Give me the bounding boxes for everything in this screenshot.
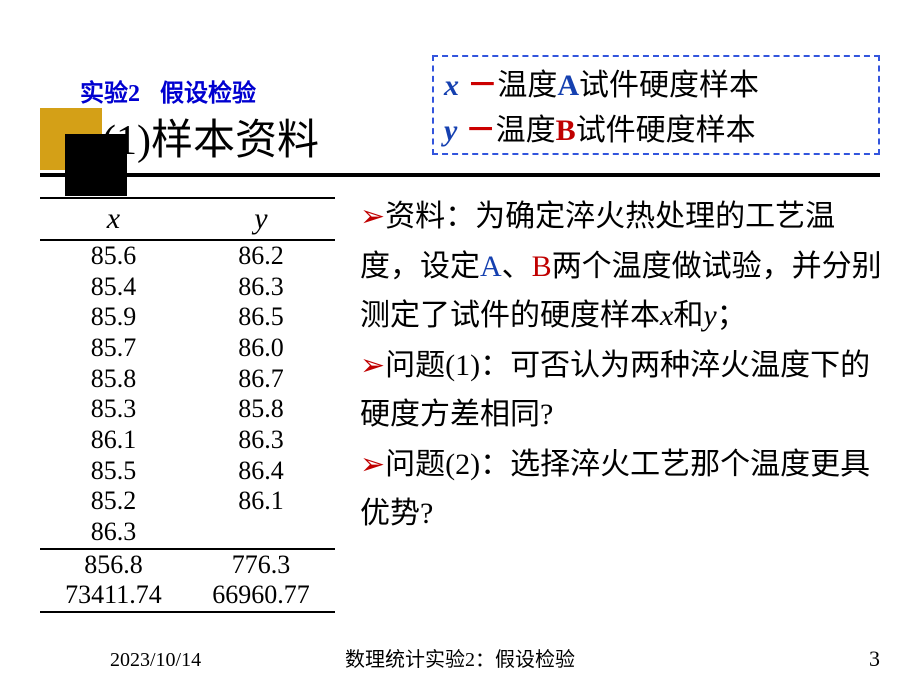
footer-center: 数理统计实验2：假设检验 (0, 643, 920, 672)
legend-y-pre: 温度 (496, 114, 556, 147)
header-num: 2 (128, 81, 140, 107)
table-body: 85.686.285.486.385.986.585.786.085.886.7… (40, 240, 335, 549)
body-yvar: y (703, 299, 716, 332)
body-sep: 、 (502, 250, 532, 283)
sumsq-x: 73411.74 (40, 580, 187, 612)
title-text: 样本资料 (151, 118, 319, 164)
slide-title: (1)样本资料 (102, 106, 319, 167)
table-row: 85.486.3 (40, 272, 335, 303)
table-cell: 86.2 (187, 240, 335, 272)
table-sumsq-row: 73411.74 66960.77 (40, 580, 335, 612)
table-cell (187, 517, 335, 549)
bullet-arrow-icon: ➢ (360, 200, 385, 233)
q1-qmark: ? (540, 398, 553, 431)
body-A: A (480, 250, 502, 283)
footer-num: 2 (465, 649, 475, 671)
table-cell: 85.7 (40, 333, 187, 364)
body-B: B (532, 250, 552, 283)
table-cell: 86.0 (187, 333, 335, 364)
legend-y-post: 试件硬度样本 (576, 114, 756, 147)
table-row: 85.286.1 (40, 486, 335, 517)
table-cell: 85.6 (40, 240, 187, 272)
footer-post: ：假设检验 (475, 649, 575, 671)
legend-x-var: x (444, 69, 459, 102)
table-cell: 85.8 (187, 394, 335, 425)
table-row: 86.3 (40, 517, 335, 549)
table-cell: 86.1 (187, 486, 335, 517)
table-row: 85.385.8 (40, 394, 335, 425)
table-row: 85.886.7 (40, 364, 335, 395)
header-post: 假设检验 (160, 80, 256, 107)
table-cell: 85.5 (40, 456, 187, 487)
table-cell: 86.7 (187, 364, 335, 395)
sum-y: 776.3 (187, 549, 335, 581)
table-header-row: x y (40, 198, 335, 240)
title-paren-open: ( (102, 118, 116, 164)
legend-B: B (556, 114, 576, 147)
q2-label: 问题(2)： (385, 448, 510, 481)
legend-dash: － (467, 69, 497, 102)
table-row: 85.986.5 (40, 302, 335, 333)
table-row: 85.686.2 (40, 240, 335, 272)
legend-dash: － (466, 114, 496, 147)
title-paren-close: ) (137, 118, 151, 164)
slide-header: 实验2 假设检验 (80, 73, 256, 108)
legend-x-pre: 温度 (497, 69, 557, 102)
legend-A: A (557, 69, 579, 102)
body-and: 和 (673, 299, 703, 332)
table-sum-row: 856.8 776.3 (40, 549, 335, 581)
body-semi: ； (717, 299, 747, 332)
table-row: 85.786.0 (40, 333, 335, 364)
table-cell: 86.1 (40, 425, 187, 456)
table-cell: 86.3 (187, 425, 335, 456)
table-cell: 85.4 (40, 272, 187, 303)
legend-line-x: x －温度A试件硬度样本 (444, 63, 868, 108)
header-pre: 实验 (80, 80, 128, 107)
bullet-arrow-icon: ➢ (360, 349, 385, 382)
legend-x-post: 试件硬度样本 (579, 69, 759, 102)
footer-page: 3 (869, 646, 880, 672)
table-cell: 85.8 (40, 364, 187, 395)
table-cell: 85.9 (40, 302, 187, 333)
title-underline (40, 173, 880, 177)
q2-qmark: ? (420, 497, 433, 530)
table-cell: 86.3 (40, 517, 187, 549)
table-row: 86.186.3 (40, 425, 335, 456)
sumsq-y: 66960.77 (187, 580, 335, 612)
table-cell: 86.5 (187, 302, 335, 333)
col-x-header: x (40, 198, 187, 240)
bullet-arrow-icon: ➢ (360, 448, 385, 481)
title-num: 1 (116, 118, 137, 164)
sum-x: 856.8 (40, 549, 187, 581)
col-y-header: y (187, 198, 335, 240)
legend-box: x －温度A试件硬度样本 y －温度B试件硬度样本 (432, 55, 880, 155)
table-cell: 85.2 (40, 486, 187, 517)
table-cell: 85.3 (40, 394, 187, 425)
table-row: 85.586.4 (40, 456, 335, 487)
footer-pre: 数理统计实验 (345, 649, 465, 671)
body-text: ➢资料：为确定淬火热处理的工艺温度，设定A、B两个温度做试验，并分别测定了试件的… (360, 192, 890, 539)
legend-y-var: y (444, 114, 457, 147)
q1-label: 问题(1)： (385, 349, 510, 382)
body-xvar: x (660, 299, 673, 332)
table-cell: 86.4 (187, 456, 335, 487)
table-cell: 86.3 (187, 272, 335, 303)
legend-line-y: y －温度B试件硬度样本 (444, 108, 868, 153)
data-table: x y 85.686.285.486.385.986.585.786.085.8… (40, 197, 335, 613)
